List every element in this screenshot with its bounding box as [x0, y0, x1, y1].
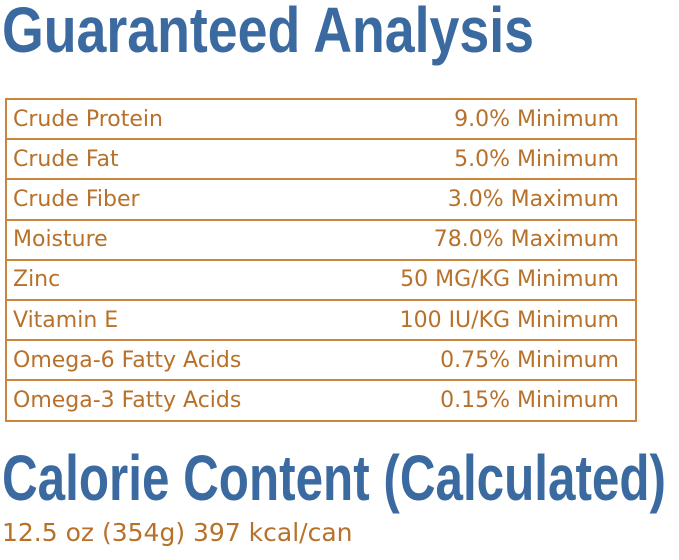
- calorie-title: Calorie Content (Calculated): [2, 442, 666, 514]
- nutrient-value: 3.0% Maximum: [321, 178, 636, 220]
- nutrient-value: 0.75% Minimum: [321, 339, 636, 381]
- nutrient-name: Crude Fiber: [6, 178, 322, 220]
- table-row: Omega-3 Fatty Acids 0.15% Minimum: [6, 379, 636, 421]
- nutrient-name: Vitamin E: [6, 298, 322, 341]
- nutrient-name: Omega-6 Fatty Acids: [6, 339, 322, 381]
- nutrient-value: 50 MG/KG Minimum: [321, 258, 636, 300]
- table-row: Zinc 50 MG/KG Minimum: [6, 258, 636, 300]
- table-row: Crude Fiber 3.0% Maximum: [6, 178, 636, 220]
- nutrient-value: 5.0% Minimum: [321, 138, 636, 180]
- table-body: Crude Protein 9.0% Minimum Crude Fat 5.0% M…: [6, 97, 636, 421]
- table-row: Moisture 78.0% Maximum: [6, 218, 636, 260]
- analysis-table: Crude Protein 9.0% Minimum Crude Fat 5.0% M…: [5, 97, 637, 422]
- table-row: Crude Fat 5.0% Minimum: [6, 138, 636, 180]
- table-row: Vitamin E 100 IU/KG Minimum: [6, 298, 636, 341]
- calorie-text: 12.5 oz (354g) 397 kcal/can: [2, 518, 353, 547]
- table-row: Omega-6 Fatty Acids 0.75% Minimum: [6, 339, 636, 381]
- nutrient-name: Crude Fat: [6, 138, 322, 180]
- nutrient-name: Crude Protein: [6, 97, 322, 140]
- nutrient-value: 9.0% Minimum: [321, 97, 636, 140]
- title: Guaranteed Analysis: [2, 0, 534, 66]
- nutrient-name: Zinc: [6, 258, 322, 300]
- nutrient-name: Omega-3 Fatty Acids: [6, 379, 322, 421]
- nutrient-name: Moisture: [6, 218, 322, 260]
- nutrient-value: 0.15% Minimum: [321, 379, 636, 421]
- nutrient-value: 100 IU/KG Minimum: [321, 298, 636, 341]
- table-row: Crude Protein 9.0% Minimum: [6, 97, 636, 140]
- nutrient-value: 78.0% Maximum: [321, 218, 636, 260]
